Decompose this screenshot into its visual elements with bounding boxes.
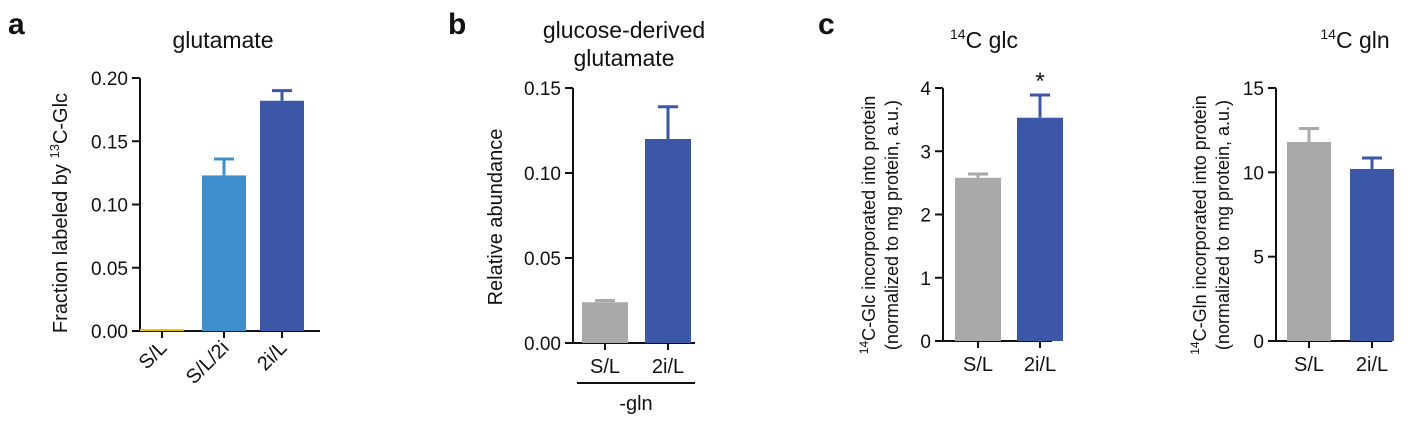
chart-b-title-line2: glutamate xyxy=(573,45,674,71)
chart-c1: 14C glc 14C-Glc incorporated into protei… xyxy=(857,26,1063,376)
y-tick-label: 0.15 xyxy=(524,79,561,100)
y-tick-label: 0.15 xyxy=(91,132,128,153)
bar xyxy=(955,177,1001,341)
chart-a-plot: 0.00 0.05 0.10 0.15 0.20 S/L S/L/2i 2i/L xyxy=(91,69,320,389)
y-tick-label: 0.00 xyxy=(91,322,128,343)
y-tick-label: 2 xyxy=(920,206,931,227)
chart-c1-ylabel-line2: (normalized to mg protein, a.u.) xyxy=(882,100,902,350)
bar xyxy=(1287,141,1331,341)
chart-b-plot: 0.00 0.05 0.10 0.15 S/L 2i/L xyxy=(524,79,695,378)
chart-c2-ylabel-line1: 14C-Gln incorporated into protein xyxy=(1188,95,1210,355)
chart-b-group-label: -gln xyxy=(619,393,652,415)
y-tick-label: 0.05 xyxy=(524,249,561,270)
chart-a: glutamate Fraction labeled by 13C-Glc 0.… xyxy=(47,27,320,389)
chart-b-title-line1: glucose-derived xyxy=(543,17,705,43)
y-tick-label: 4 xyxy=(920,79,931,100)
bar xyxy=(1017,117,1063,341)
chart-c2-plot: 0 5 10 15 S/L 2i/L xyxy=(1243,79,1394,376)
x-tick-label: S/L xyxy=(1294,354,1324,376)
panel-letter-c: c xyxy=(818,8,835,41)
chart-a-title: glutamate xyxy=(172,27,273,53)
y-tick-label: 0.10 xyxy=(91,196,128,217)
chart-c1-title-sup: 14 xyxy=(950,26,966,42)
x-tick-label: 2i/L xyxy=(1024,354,1056,376)
y-tick-label: 1 xyxy=(920,269,931,290)
y-tick-label: 0 xyxy=(1253,332,1264,353)
chart-c2-ylabel-line2: (normalized to mg protein, a.u.) xyxy=(1213,100,1233,350)
y-tick-label: 0.00 xyxy=(524,334,561,355)
chart-b-ylabel: Relative abundance xyxy=(485,129,507,306)
chart-b: glucose-derived glutamate Relative abund… xyxy=(485,17,705,415)
chart-c2: 14C gln 14C-Gln incorporated into protei… xyxy=(1188,26,1394,376)
x-tick-label: S/L/2i xyxy=(182,337,234,389)
chart-c2-title-sup: 14 xyxy=(1320,26,1336,42)
y-tick-label: 10 xyxy=(1243,163,1264,184)
chart-c1-plot: 0 1 2 3 4 S/L 2i/L * xyxy=(920,68,1063,376)
chart-c2-title-post: C gln xyxy=(1336,27,1390,53)
bar xyxy=(1350,168,1394,341)
chart-c1-ylabel-sup: 14 xyxy=(857,341,871,355)
y-tick-label: 0.10 xyxy=(524,164,561,185)
chart-a-ylabel-post: C-Glc xyxy=(50,93,72,144)
y-tick-label: 5 xyxy=(1253,248,1264,269)
y-tick-label: 0.05 xyxy=(91,259,128,280)
y-tick-label: 0.20 xyxy=(91,69,128,90)
panel-letter-a: a xyxy=(8,8,25,41)
chart-c1-title-post: C glc xyxy=(966,27,1018,53)
chart-c1-ylabel-post: C-Glc incorporated into protein xyxy=(859,96,879,341)
chart-c2-ylabel-sup: 14 xyxy=(1188,341,1202,355)
x-tick-label: 2i/L xyxy=(253,337,291,375)
x-tick-label: S/L xyxy=(135,337,172,374)
bar xyxy=(260,100,304,332)
chart-c2-title: 14C gln xyxy=(1320,26,1389,53)
x-tick-label: 2i/L xyxy=(1356,354,1388,376)
bar xyxy=(202,175,246,331)
y-tick-label: 15 xyxy=(1243,79,1264,100)
panel-letter-b: b xyxy=(448,8,466,41)
chart-c1-title: 14C glc xyxy=(950,26,1018,53)
bar xyxy=(582,302,628,343)
bar xyxy=(645,139,691,343)
chart-a-ylabel-sup: 13 xyxy=(47,144,62,158)
y-tick-label: 0 xyxy=(920,332,931,353)
x-tick-label: S/L xyxy=(590,356,620,378)
chart-c1-ylabel-line1: 14C-Glc incorporated into protein xyxy=(857,96,879,354)
y-tick-label: 3 xyxy=(920,142,931,163)
x-tick-label: S/L xyxy=(963,354,993,376)
x-tick-label: 2i/L xyxy=(652,356,684,378)
chart-a-ylabel: Fraction labeled by 13C-Glc xyxy=(47,93,72,333)
chart-c2-ylabel-post: C-Gln incorporated into protein xyxy=(1190,95,1210,341)
significance-marker: * xyxy=(1035,68,1044,95)
